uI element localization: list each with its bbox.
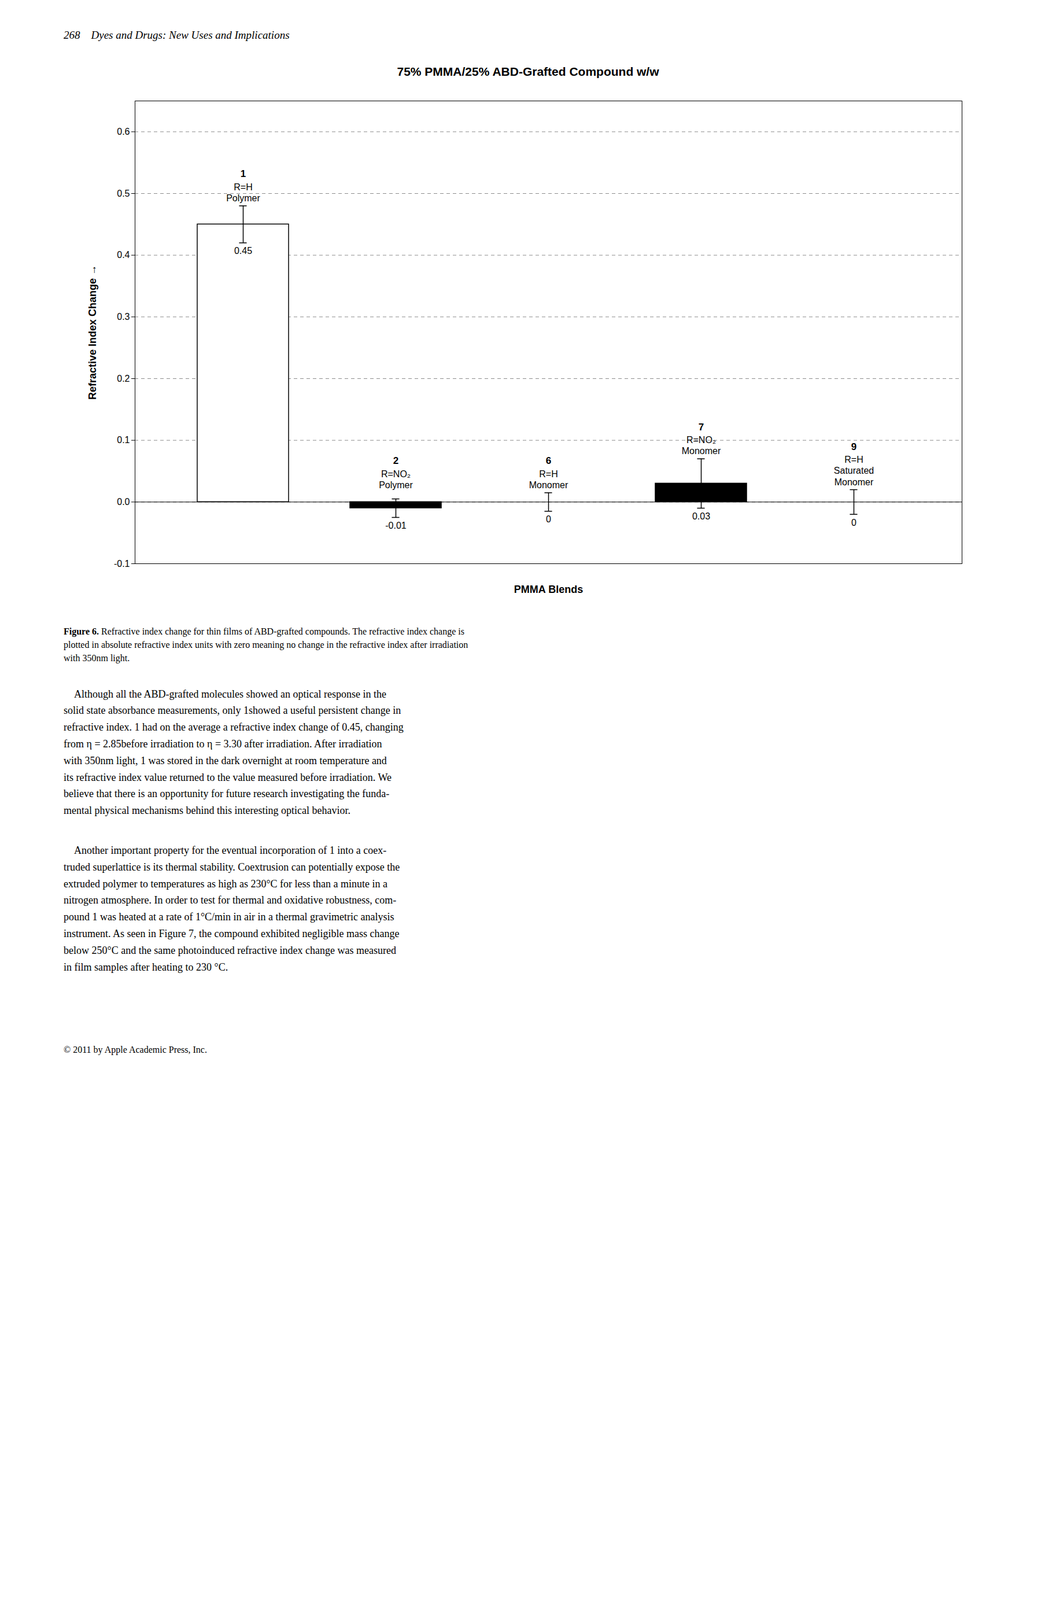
svg-text:0: 0 (851, 517, 857, 528)
svg-text:0.03: 0.03 (692, 511, 711, 522)
svg-text:0.4: 0.4 (116, 249, 130, 260)
svg-text:0.6: 0.6 (116, 126, 130, 137)
svg-text:PMMA Blends: PMMA Blends (514, 583, 583, 596)
svg-text:0.1: 0.1 (116, 434, 130, 445)
html-text:268 Dyes and Drugs: New Uses a: 268 Dyes and Drugs: New Uses and Implica… (63, 28, 290, 42)
svg-text:0.3: 0.3 (116, 311, 130, 322)
svg-text:R=HMonomer: R=HMonomer (529, 469, 569, 490)
svg-text:0.2: 0.2 (116, 373, 130, 384)
html-text:Another important property for: Another important property for the event… (63, 844, 400, 973)
svg-text:6: 6 (545, 455, 552, 467)
svg-text:0.0: 0.0 (116, 496, 130, 507)
html-text:Although all the ABD-grafted m: Although all the ABD-grafted molecules s… (63, 687, 404, 817)
svg-text:R=HSaturatedMonomer: R=HSaturatedMonomer (833, 454, 874, 487)
svg-text:0: 0 (545, 514, 552, 524)
svg-text:-0.01: -0.01 (385, 520, 407, 531)
svg-text:R=HPolymer: R=HPolymer (226, 182, 261, 203)
svg-text:R=NO₂Monomer: R=NO₂Monomer (681, 434, 722, 456)
svg-text:0.45: 0.45 (234, 245, 253, 256)
svg-text:9: 9 (851, 441, 857, 453)
svg-text:7: 7 (698, 421, 704, 433)
svg-text:0.5: 0.5 (116, 188, 130, 199)
svg-text:1: 1 (240, 168, 246, 180)
svg-text:-0.1: -0.1 (113, 558, 131, 569)
html-text:75% PMMA/25% ABD-Grafted Compo: 75% PMMA/25% ABD-Grafted Compound w/w (397, 64, 659, 79)
svg-text:R=NO₂Polymer: R=NO₂Polymer (378, 469, 413, 490)
svg-text:2: 2 (393, 455, 399, 467)
html-text:Figure 6. Refractive index cha: Figure 6. Refractive index change for th… (63, 626, 469, 663)
svg-text:Refractive Index Change →: Refractive Index Change → (86, 264, 99, 400)
html-text:© 2011 by Apple Academic Press: © 2011 by Apple Academic Press, Inc. (63, 1044, 208, 1055)
